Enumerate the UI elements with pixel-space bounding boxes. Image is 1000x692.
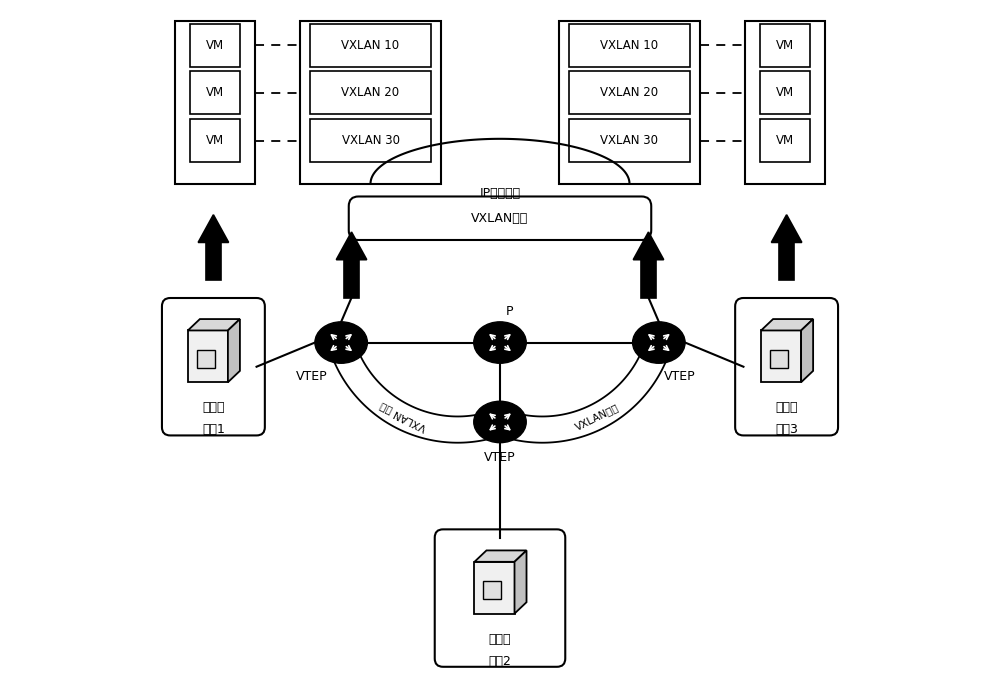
Polygon shape	[188, 319, 240, 331]
Text: VTEP: VTEP	[664, 370, 695, 383]
Bar	[779, 242, 794, 280]
Bar	[745, 21, 825, 183]
Bar	[761, 331, 801, 382]
FancyBboxPatch shape	[349, 197, 651, 240]
Text: VXLAN 10: VXLAN 10	[600, 39, 659, 52]
Text: VM: VM	[776, 39, 794, 52]
Bar	[770, 350, 788, 368]
Bar	[188, 331, 228, 382]
Text: VXLAN 隧道: VXLAN 隧道	[378, 401, 428, 432]
FancyBboxPatch shape	[162, 298, 265, 435]
Text: P: P	[506, 305, 513, 318]
Polygon shape	[198, 215, 229, 242]
Text: 服务器: 服务器	[489, 632, 511, 646]
Text: VXLAN 10: VXLAN 10	[341, 39, 400, 52]
Bar	[190, 24, 240, 66]
Polygon shape	[761, 319, 813, 331]
FancyBboxPatch shape	[735, 298, 838, 435]
Text: VM: VM	[776, 86, 794, 100]
Text: VM: VM	[206, 39, 224, 52]
Text: 站点2: 站点2	[489, 655, 511, 668]
Polygon shape	[336, 232, 367, 260]
Bar	[474, 562, 515, 614]
Bar	[190, 71, 240, 114]
Bar	[190, 119, 240, 162]
Bar	[300, 21, 441, 183]
Text: VM: VM	[206, 134, 224, 147]
Bar	[483, 581, 501, 599]
Text: 站点1: 站点1	[202, 424, 225, 437]
Polygon shape	[515, 550, 527, 614]
Text: VM: VM	[206, 86, 224, 100]
Bar	[206, 242, 221, 280]
FancyBboxPatch shape	[435, 529, 565, 667]
Polygon shape	[801, 319, 813, 382]
Text: VXLAN隧道: VXLAN隧道	[471, 212, 529, 225]
Bar	[760, 119, 810, 162]
Ellipse shape	[474, 322, 526, 363]
Text: VTEP: VTEP	[484, 451, 516, 464]
Bar	[760, 24, 810, 66]
Bar	[197, 350, 215, 368]
Polygon shape	[228, 319, 240, 382]
Bar	[559, 21, 700, 183]
Text: VM: VM	[776, 134, 794, 147]
Bar	[569, 119, 690, 162]
Text: VXLAN 20: VXLAN 20	[341, 86, 400, 100]
Bar	[569, 24, 690, 66]
Text: 服务器: 服务器	[775, 401, 798, 415]
Polygon shape	[329, 339, 505, 443]
Bar	[175, 21, 255, 183]
Ellipse shape	[633, 322, 685, 363]
Bar	[310, 119, 431, 162]
Text: VXLAN 20: VXLAN 20	[600, 86, 659, 100]
Text: VXLAN 30: VXLAN 30	[342, 134, 400, 147]
Polygon shape	[474, 550, 527, 562]
Ellipse shape	[474, 401, 526, 443]
Text: VXLAN隧道: VXLAN隧道	[573, 401, 620, 432]
Bar	[760, 71, 810, 114]
Polygon shape	[495, 339, 671, 443]
Text: 站点3: 站点3	[775, 424, 798, 437]
Bar	[310, 24, 431, 66]
Text: 服务器: 服务器	[202, 401, 225, 415]
Text: VTEP: VTEP	[296, 370, 328, 383]
Text: VXLAN 30: VXLAN 30	[600, 134, 658, 147]
Bar	[569, 71, 690, 114]
Polygon shape	[633, 232, 664, 260]
Text: IP核心网络: IP核心网络	[479, 187, 521, 200]
Bar	[641, 260, 656, 298]
Ellipse shape	[315, 322, 367, 363]
Polygon shape	[771, 215, 802, 242]
Bar	[344, 260, 359, 298]
Bar	[310, 71, 431, 114]
